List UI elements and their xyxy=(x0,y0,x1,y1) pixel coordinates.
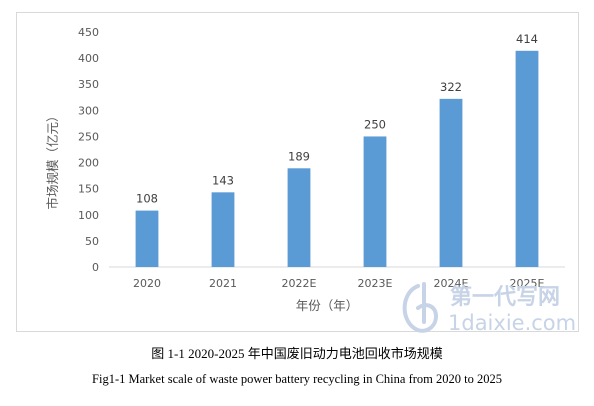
y-axis-ticks: 0 50 100 150 200 250 300 350 400 450 xyxy=(78,26,99,274)
bar-value-label: 414 xyxy=(516,32,538,46)
x-tick-label: 2021 xyxy=(209,277,237,290)
bar-value-label: 250 xyxy=(364,117,386,131)
bar-value-label: 143 xyxy=(212,173,234,187)
y-tick-label: 350 xyxy=(78,78,99,91)
x-tick-label: 2022E xyxy=(282,277,317,290)
y-axis-title: 市场规模（亿元） xyxy=(45,109,60,209)
bar-value-label: 322 xyxy=(440,80,462,94)
bar xyxy=(211,192,235,267)
x-tick-label: 2020 xyxy=(133,277,161,290)
x-axis-ticks: 2020 2021 2022E 2023E 2024E 2025E xyxy=(133,277,545,290)
bar xyxy=(439,98,463,267)
watermark-text-cn: 第一代写网 xyxy=(450,284,560,310)
y-tick-label: 50 xyxy=(85,235,99,248)
x-tick-label: 2024E xyxy=(434,277,469,290)
bars xyxy=(135,50,539,267)
y-tick-label: 450 xyxy=(78,26,99,39)
x-tick-label: 2023E xyxy=(358,277,393,290)
bar-value-label: 189 xyxy=(288,149,310,163)
x-axis-title: 年份（年） xyxy=(296,298,359,313)
y-tick-label: 300 xyxy=(78,104,99,117)
y-tick-label: 0 xyxy=(92,261,99,274)
y-tick-label: 100 xyxy=(78,209,99,222)
bar xyxy=(135,210,159,267)
bar-value-label: 108 xyxy=(136,192,158,206)
bar-chart: 0 50 100 150 200 250 300 350 400 450 108 143 189 250… xyxy=(45,26,565,313)
figure-caption-en: Fig1-1 Market scale of waste power batte… xyxy=(92,372,502,386)
y-tick-label: 150 xyxy=(78,183,99,196)
chart-frame: 0 50 100 150 200 250 300 350 400 450 108 143 189 250… xyxy=(16,12,579,332)
bar xyxy=(287,168,311,267)
data-labels: 108 143 189 250 322 414 xyxy=(136,32,538,206)
watermark-url: 1daixie.com xyxy=(448,311,576,335)
y-tick-label: 400 xyxy=(78,52,99,65)
y-tick-label: 250 xyxy=(78,130,99,143)
bar xyxy=(515,50,539,267)
x-tick-label: 2025E xyxy=(510,277,545,290)
y-tick-label: 200 xyxy=(78,157,99,170)
figure-caption-cn: 图 1-1 2020-2025 年中国废旧动力电池回收市场规模 xyxy=(151,346,443,361)
bar xyxy=(363,136,387,267)
watermark-logo: 第一代写网 1daixie.com xyxy=(398,278,584,338)
